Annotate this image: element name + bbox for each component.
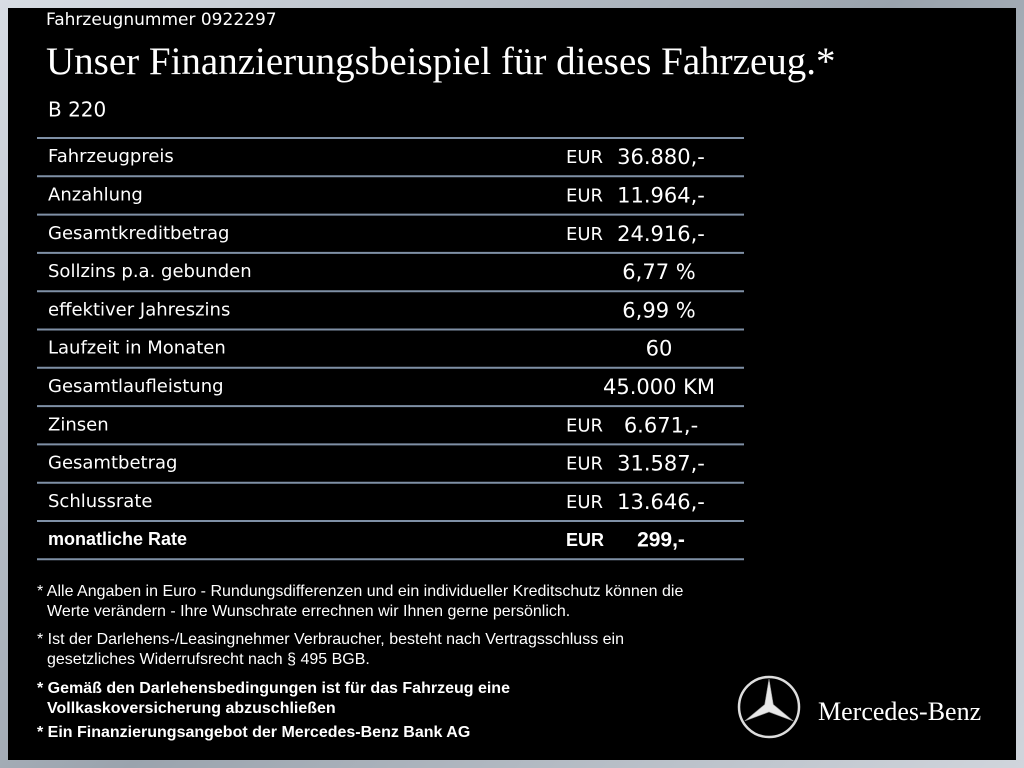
row-currency: EUR: [566, 224, 603, 245]
footnote-line: * Alle Angaben in Euro - Rundungsdiffere…: [37, 583, 683, 600]
model: B 220: [48, 98, 106, 122]
footnotes: * Alle Angaben in Euro - Rundungsdiffere…: [37, 583, 683, 741]
row-value: 299,-: [637, 529, 685, 552]
row-label: monatliche Rate: [48, 529, 187, 549]
row-label: Schlussrate: [48, 491, 152, 512]
footnote-line: gesetzliches Widerrufsrecht nach § 495 B…: [47, 651, 370, 668]
row-value: 36.880,-: [617, 145, 705, 169]
row-currency: EUR: [566, 492, 603, 513]
row-value: 6,99 %: [622, 298, 695, 322]
footnote-line: * Ein Finanzierungsangebot der Mercedes-…: [37, 724, 470, 741]
row-label: Fahrzeugpreis: [48, 146, 174, 167]
footnote-line: Werte verändern - Ihre Wunschrate errech…: [47, 603, 570, 620]
vehicle-number: Fahrzeugnummer 0922297: [46, 10, 277, 30]
logo-ring: [737, 675, 801, 739]
row-label: Laufzeit in Monaten: [48, 338, 226, 359]
row-label: Gesamtkreditbetrag: [48, 223, 229, 244]
row-value: 60: [646, 337, 673, 361]
row-value: 31.587,-: [617, 452, 705, 476]
row-value: 11.964,-: [617, 183, 705, 207]
row-label: Anzahlung: [48, 184, 143, 205]
row-value: 6,77 %: [622, 260, 695, 284]
row-value: 24.916,-: [617, 222, 705, 246]
footnote-line: * Gemäß den Darlehensbedingungen ist für…: [37, 680, 510, 697]
footnote-line: * Ist der Darlehens-/Leasingnehmer Verbr…: [37, 631, 624, 648]
table: Fahrzeugpreis EUR 36.880,- Anzahlung EUR 11.9…: [37, 137, 744, 561]
title: Unser Finanzierungsbeispiel für dieses F…: [46, 40, 836, 83]
row-currency: EUR: [566, 530, 604, 550]
logo-star: [737, 675, 801, 739]
row-value: 45.000 KM: [603, 375, 715, 399]
logo-shape: [744, 678, 794, 722]
row-label: Gesamtbetrag: [48, 453, 177, 474]
footnote-line: Vollkaskoversicherung abzuschließen: [47, 700, 336, 717]
row-value: 6.671,-: [624, 413, 698, 437]
row-label: Sollzins p.a. gebunden: [48, 261, 252, 282]
row-currency: EUR: [566, 147, 603, 168]
row-currency: EUR: [566, 185, 603, 206]
row-currency: EUR: [566, 454, 603, 475]
brand: Mercedes-Benz: [818, 697, 981, 726]
row-value: 13.646,-: [617, 490, 705, 514]
row-label: Gesamtlaufleistung: [48, 376, 224, 397]
row-label: Zinsen: [48, 414, 109, 435]
background: [8, 8, 1016, 760]
row-label: effektiver Jahreszins: [48, 299, 230, 320]
row-currency: EUR: [566, 415, 603, 436]
